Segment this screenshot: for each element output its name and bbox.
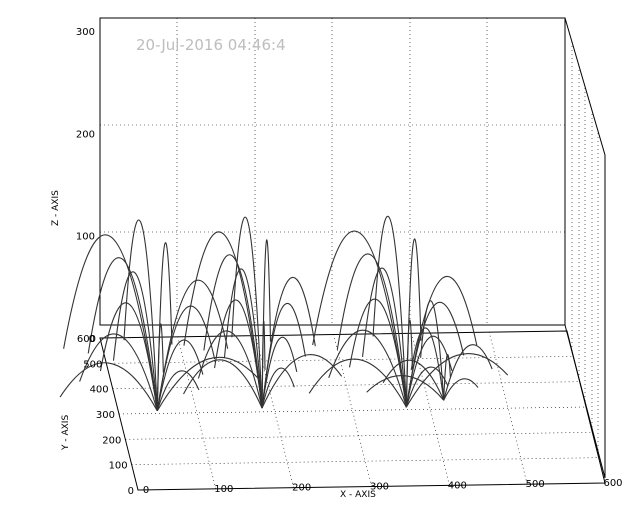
field-line (112, 271, 158, 411)
floor-grid-y (131, 457, 599, 465)
z-tick-label: 200 (76, 129, 95, 140)
x-tick-label: 200 (292, 483, 311, 494)
floor-grid-y (118, 406, 587, 415)
field-line (231, 216, 263, 409)
field-line (405, 366, 449, 408)
side-wall (564, 17, 606, 479)
field-line (405, 319, 413, 408)
y-ticks: 0 100 200 300 400 500 600 (77, 334, 134, 497)
field-line (156, 339, 204, 411)
field-line (405, 238, 422, 408)
z-tick-label: 300 (76, 27, 95, 38)
x-tick-label: 0 (143, 485, 149, 496)
field-line (79, 333, 158, 412)
field-lines (59, 215, 509, 412)
x-tick-label: 400 (448, 480, 467, 491)
y-tick-label: 200 (102, 435, 121, 446)
x-tick-label: 100 (214, 484, 233, 495)
field-line (443, 344, 493, 401)
field-line (223, 268, 263, 409)
field-line (261, 336, 298, 409)
field-line (362, 267, 407, 408)
z-tick-label: 100 (76, 232, 95, 243)
field-line (156, 356, 260, 412)
field-line (183, 359, 263, 409)
field-line (183, 231, 263, 409)
timestamp: 20-Jul-2016 04:46:4 (136, 36, 286, 54)
x-ticks: 0 100 200 300 400 500 600 (143, 478, 623, 496)
y-axis-title: Y - AXIS (61, 415, 71, 451)
field-line (312, 230, 407, 408)
y-tick-label: 500 (83, 359, 102, 370)
field-line (156, 305, 216, 411)
field-line (443, 353, 451, 401)
field-line (156, 279, 229, 411)
x-tick-label: 500 (526, 479, 545, 490)
field-line (410, 327, 445, 401)
field-line (405, 352, 509, 408)
field-line (328, 329, 407, 408)
z-ticks: 0 100 200 300 (76, 27, 95, 345)
field-line (261, 320, 266, 409)
floor-grid-x (488, 332, 528, 485)
field-line (156, 323, 164, 411)
y-tick-label: 100 (109, 461, 128, 472)
field-line (261, 354, 343, 409)
floor-frame (99, 330, 606, 491)
field-line (261, 276, 316, 409)
field-line (63, 234, 158, 411)
field-line (336, 253, 407, 408)
field-line (156, 242, 173, 411)
field-line (123, 219, 158, 411)
x-tick-label: 600 (603, 478, 622, 489)
field-line (59, 362, 158, 412)
field-line (366, 375, 445, 401)
field-line (308, 358, 407, 408)
field-line (203, 254, 263, 409)
field-line (87, 257, 158, 411)
floor-grid (99, 330, 606, 491)
z-axis-title: Z - AXIS (51, 190, 61, 226)
field-line (261, 367, 295, 409)
field-line (405, 276, 478, 408)
y-tick-label: 400 (90, 385, 109, 396)
field-line (420, 300, 445, 401)
x-axis-title: X - AXIS (340, 490, 376, 500)
y-tick-label: 0 (128, 486, 134, 497)
z-tick-label: 0 (89, 334, 95, 345)
field-line (156, 370, 200, 412)
field-line (443, 378, 479, 401)
field-line (197, 330, 263, 409)
y-tick-label: 300 (96, 410, 115, 421)
back-wall (99, 17, 566, 326)
field-line (372, 215, 407, 408)
field-line (382, 359, 445, 401)
x-tick-label: 300 (370, 482, 389, 493)
field-line (405, 335, 453, 408)
y-tick-label: 600 (77, 334, 96, 345)
